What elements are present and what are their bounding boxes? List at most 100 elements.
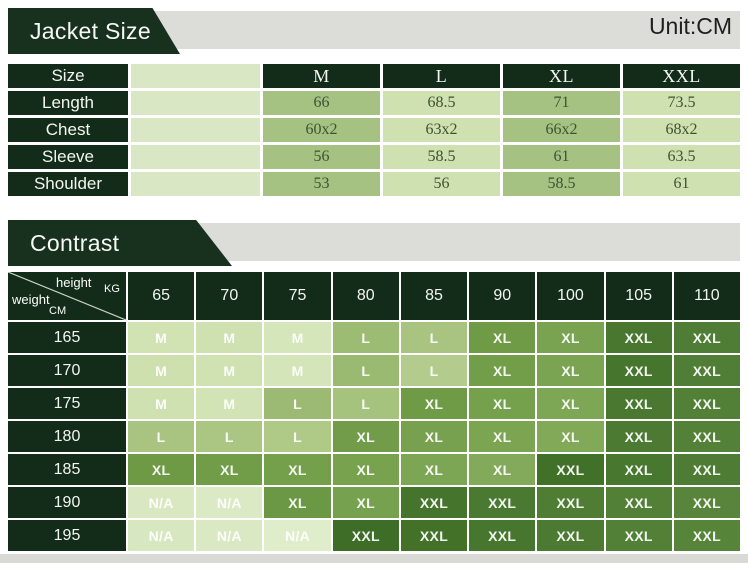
contrast-size-cell: L	[196, 421, 263, 452]
contrast-size-cell: M	[128, 388, 195, 419]
contrast-size-cell: L	[400, 355, 468, 386]
size-value-cell: 56	[263, 145, 380, 169]
contrast-title: Contrast	[30, 229, 120, 256]
contrast-banner: Contrast	[8, 220, 232, 266]
contrast-size-cell: XL	[400, 454, 468, 485]
contrast-size-cell: N/A	[196, 487, 263, 518]
contrast-size-cell: L	[332, 322, 399, 353]
contrast-size-cell: XXL	[605, 520, 672, 551]
contrast-corner-cell: height KG weight CM	[8, 272, 126, 320]
jacket-size-table: Size M L XL XXL Length 66 68.5 71 73.5 Chest 60x2 63…	[8, 64, 740, 196]
contrast-row-label: 170	[8, 355, 126, 386]
contrast-size-cell: M	[128, 355, 195, 386]
contrast-size-cell: XL	[332, 421, 399, 452]
contrast-size-cell: XXL	[605, 421, 672, 452]
size-column-header: L	[383, 64, 500, 88]
contrast-size-cell: L	[264, 388, 331, 419]
contrast-size-cell: L	[400, 322, 468, 353]
contrast-header-row: Contrast	[8, 220, 740, 266]
contrast-size-cell: XL	[469, 355, 536, 386]
contrast-size-cell: XXL	[605, 487, 672, 518]
jacket-size-header-row: Jacket Size Unit:CM	[8, 8, 740, 54]
corner-weight-label: weight	[12, 292, 50, 307]
unit-label: Unit:CM	[648, 13, 732, 39]
contrast-section: Contrast height KG weight CM 65 70 75 80 85 90 100…	[8, 220, 740, 551]
corner-kg-unit: KG	[104, 283, 120, 295]
contrast-row-label: 190	[8, 487, 126, 518]
contrast-column-header: 110	[673, 272, 740, 320]
contrast-size-cell: XL	[537, 421, 604, 452]
contrast-size-cell: M	[196, 388, 263, 419]
size-table-empty-cell	[131, 145, 260, 169]
size-value-cell: 68x2	[623, 118, 740, 142]
size-column-header: XL	[503, 64, 620, 88]
contrast-size-cell: XL	[469, 421, 536, 452]
contrast-size-cell: XL	[400, 421, 468, 452]
contrast-size-cell: XXL	[605, 454, 672, 485]
contrast-size-cell: XXL	[605, 322, 672, 353]
size-value-cell: 58.5	[503, 172, 620, 196]
contrast-row-label: 165	[8, 322, 126, 353]
contrast-table: height KG weight CM 65 70 75 80 85 90 100 105 110 165…	[8, 272, 740, 551]
size-table-empty-cell	[131, 118, 260, 142]
size-table-empty-cell	[131, 172, 260, 196]
contrast-size-cell: XL	[469, 454, 536, 485]
diagonal-divider-line	[8, 272, 126, 320]
contrast-size-cell: L	[128, 421, 195, 452]
contrast-column-header: 75	[264, 272, 331, 320]
size-column-header: M	[263, 64, 380, 88]
contrast-column-header: 80	[332, 272, 399, 320]
contrast-size-cell: XL	[469, 322, 536, 353]
size-value-cell: 71	[503, 91, 620, 115]
contrast-size-cell: XXL	[673, 421, 740, 452]
size-value-cell: 61	[503, 145, 620, 169]
contrast-size-cell: L	[332, 388, 399, 419]
size-value-cell: 60x2	[263, 118, 380, 142]
contrast-size-cell: M	[196, 355, 263, 386]
contrast-size-cell: M	[264, 355, 331, 386]
contrast-size-cell: N/A	[128, 520, 195, 551]
contrast-size-cell: XXL	[673, 388, 740, 419]
size-table-empty-cell	[131, 91, 260, 115]
size-value-cell: 68.5	[383, 91, 500, 115]
contrast-size-cell: XXL	[673, 322, 740, 353]
size-row-label: Chest	[8, 118, 128, 142]
contrast-row-label: 185	[8, 454, 126, 485]
contrast-size-cell: XXL	[537, 454, 604, 485]
contrast-row-label: 195	[8, 520, 126, 551]
contrast-size-cell: M	[264, 322, 331, 353]
size-value-cell: 58.5	[383, 145, 500, 169]
contrast-size-cell: XL	[332, 454, 399, 485]
size-value-cell: 66x2	[503, 118, 620, 142]
jacket-size-banner: Jacket Size	[8, 8, 180, 54]
corner-height-label: height	[56, 275, 92, 290]
contrast-size-cell: XL	[264, 487, 331, 518]
size-value-cell: 53	[263, 172, 380, 196]
size-table-empty-cell	[131, 64, 260, 88]
contrast-row-label: 175	[8, 388, 126, 419]
contrast-size-cell: XL	[469, 388, 536, 419]
size-value-cell: 56	[383, 172, 500, 196]
size-row-label: Shoulder	[8, 172, 128, 196]
contrast-size-cell: XXL	[673, 355, 740, 386]
size-value-cell: 61	[623, 172, 740, 196]
bottom-strip	[0, 554, 748, 563]
contrast-column-header: 70	[196, 272, 263, 320]
contrast-size-cell: M	[196, 322, 263, 353]
contrast-size-cell: XL	[264, 454, 331, 485]
contrast-column-header: 85	[400, 272, 468, 320]
contrast-size-cell: XXL	[605, 388, 672, 419]
contrast-size-cell: N/A	[264, 520, 331, 551]
size-value-cell: 63.5	[623, 145, 740, 169]
contrast-size-cell: XXL	[537, 520, 604, 551]
contrast-size-cell: XXL	[673, 520, 740, 551]
contrast-size-cell: XXL	[469, 520, 536, 551]
corner-cm-unit: CM	[49, 305, 67, 317]
contrast-column-header: 105	[605, 272, 672, 320]
size-value-cell: 66	[263, 91, 380, 115]
contrast-column-header: 100	[537, 272, 604, 320]
contrast-size-cell: XXL	[400, 487, 468, 518]
size-row-label: Sleeve	[8, 145, 128, 169]
contrast-size-cell: XXL	[673, 454, 740, 485]
